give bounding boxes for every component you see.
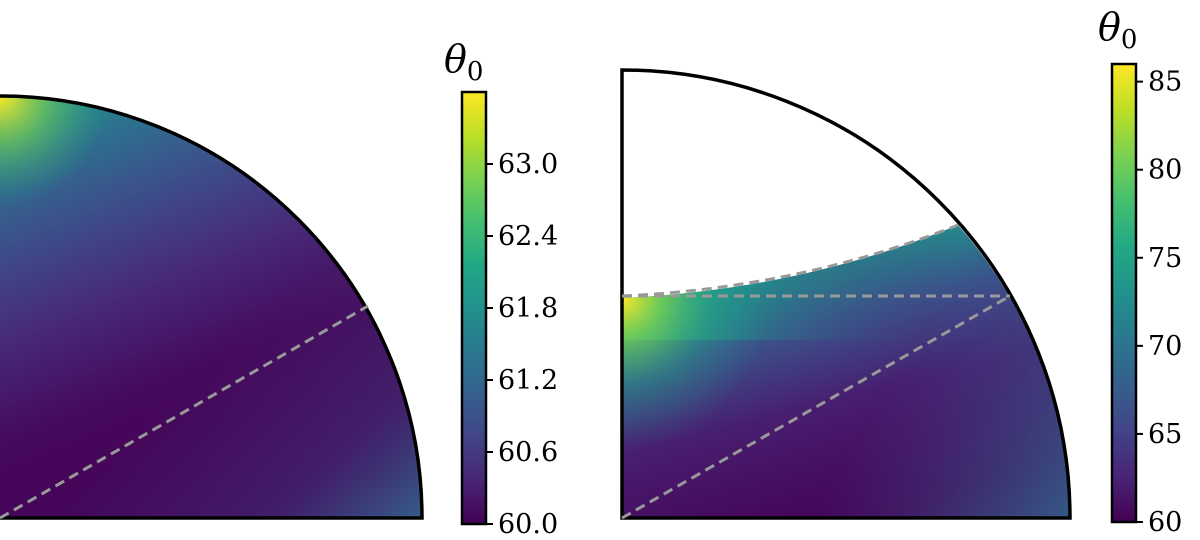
right-colorbar-tick-label: 60 (1148, 507, 1182, 538)
left-colorbar-gradient (462, 92, 486, 524)
left-colorbar-tick-label: 60.0 (498, 509, 558, 540)
left-dashed-diagonal (0, 304, 369, 520)
right-colorbar-ticks: 60 65 70 75 80 85 (1136, 67, 1182, 538)
left-colorbar-tick-label: 62.4 (498, 221, 558, 252)
right-colorbar: θ0 60 65 70 75 80 85 (1098, 5, 1182, 538)
right-colorbar-tick-label: 85 (1148, 67, 1182, 98)
right-colorbar-gradient (1112, 64, 1136, 522)
left-boundary (0, 94, 424, 520)
left-colorbar-tick-label: 61.2 (498, 365, 558, 396)
right-panel (620, 68, 1072, 520)
right-heatmap (622, 225, 1070, 518)
right-boundary (620, 68, 1072, 520)
left-panel (0, 94, 424, 520)
left-colorbar-ticks: 60.0 60.6 61.2 61.8 62.4 63.0 (486, 149, 558, 540)
right-colorbar-tick-label: 80 (1148, 155, 1182, 186)
right-dashed-diagonal (621, 294, 1011, 520)
right-colorbar-tick-label: 70 (1148, 331, 1182, 362)
right-colorbar-tick-label: 75 (1148, 243, 1182, 274)
left-colorbar-tick-label: 63.0 (498, 149, 558, 180)
right-colorbar-title: θ0 (1098, 5, 1137, 55)
right-colorbar-frame (1110, 62, 1138, 524)
left-colorbar-tick-label: 61.8 (498, 293, 558, 324)
left-colorbar-tick-label: 60.6 (498, 437, 558, 468)
right-heatmap-glow (622, 225, 1070, 518)
left-colorbar-title: θ0 (444, 37, 483, 87)
right-colorbar-tick-label: 65 (1148, 419, 1182, 450)
left-colorbar: θ0 60.0 60.6 61.2 61.8 62.4 63.0 (444, 37, 558, 540)
